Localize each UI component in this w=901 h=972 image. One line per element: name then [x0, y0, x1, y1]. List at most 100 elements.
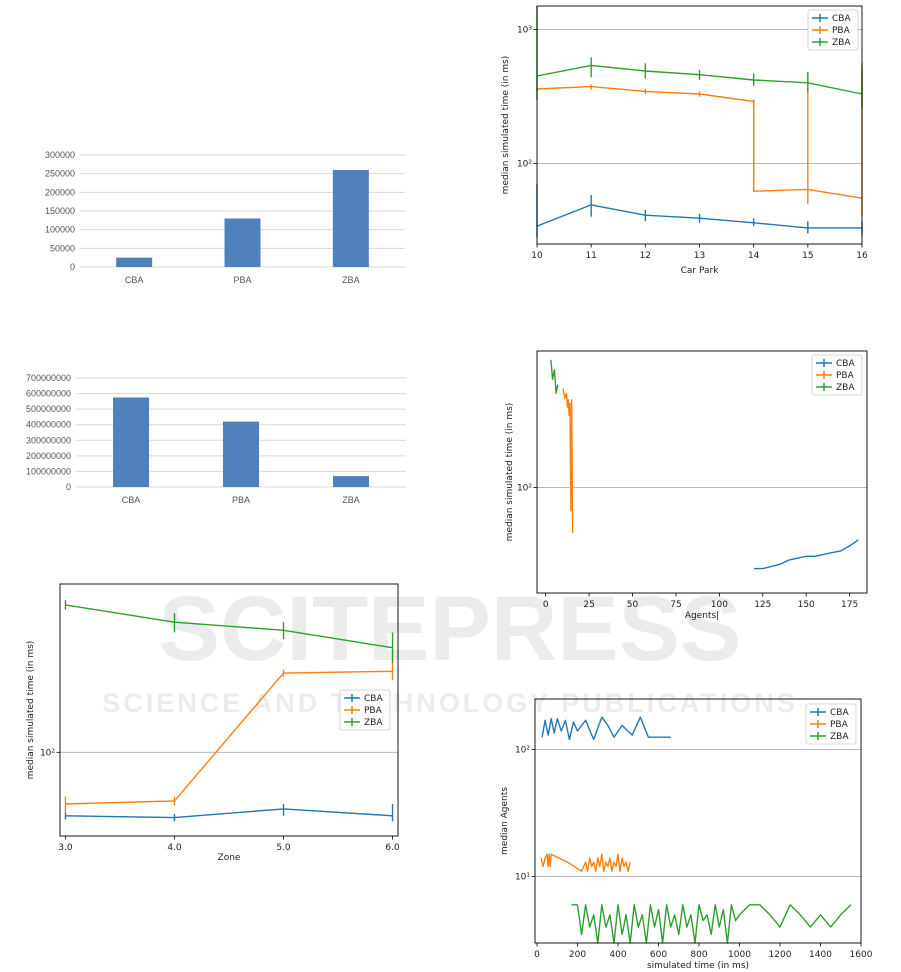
- y-tick-label: 10²: [515, 746, 530, 756]
- series-line-pba: [536, 85, 863, 199]
- x-tick-label: 5.0: [276, 843, 291, 853]
- x-tick-label: 1200: [769, 950, 792, 960]
- x-tick-label: 11: [585, 251, 596, 261]
- series-line-pba: [540, 853, 631, 872]
- x-tick-label: 800: [690, 950, 707, 960]
- y-tick-label: 0: [66, 482, 71, 492]
- y-tick-label: 100000: [45, 225, 75, 235]
- x-tick-label: 10: [531, 251, 543, 261]
- y-tick-label: 150000: [45, 206, 75, 216]
- line-chart-agents: 0 25 50 75 100 125 150 175 10² Agents| median simu…: [505, 350, 868, 621]
- y-tick-label: 50000: [50, 243, 75, 253]
- legend-label-pba: PBA: [832, 26, 851, 36]
- line-chart-car-park: 10 11 12 13 14 15 16 10² 10³ Car Park median simul…: [501, 5, 868, 276]
- y-axis-label: median simulated time (in ms): [501, 56, 511, 195]
- watermark-subtitle: SCIENCE AND TECHNOLOGY PUBLICATIONS: [102, 688, 798, 718]
- series-line-zba: [550, 359, 559, 394]
- x-axis-label: Zone: [218, 853, 241, 863]
- x-axis-label: simulated time (in ms): [647, 961, 749, 971]
- y-axis-label: median simulated time (in ms): [505, 403, 515, 542]
- y-tick-label: 10¹: [515, 873, 530, 883]
- x-tick-label: CBA: [125, 275, 144, 285]
- legend-label-zba: ZBA: [830, 732, 849, 742]
- x-tick-label: 25: [583, 600, 594, 610]
- bar-cba: [116, 257, 153, 267]
- series-line-cba: [754, 539, 859, 570]
- y-tick-label: 10²: [517, 483, 532, 493]
- bar-cba: [113, 397, 149, 487]
- y-tick-label: 200000: [45, 187, 75, 197]
- x-axis-label: Car Park: [681, 266, 720, 276]
- legend-label-cba: CBA: [832, 14, 851, 24]
- y-tick-label: 500000000: [26, 404, 71, 414]
- y-tick-label: 10³: [517, 26, 532, 36]
- bar-zba: [332, 169, 369, 267]
- y-tick-label: 200000000: [26, 451, 71, 461]
- plot-frame: [536, 350, 868, 594]
- x-tick-label: 6.0: [385, 843, 400, 853]
- legend-label-pba: PBA: [830, 720, 849, 730]
- x-tick-label: PBA: [233, 275, 251, 285]
- y-tick-label: 700000000: [26, 373, 71, 383]
- x-tick-label: 12: [640, 251, 651, 261]
- series-line-cba: [65, 808, 393, 819]
- y-tick-label: 600000000: [26, 389, 71, 399]
- x-tick-label: 150: [798, 600, 815, 610]
- x-tick-label: 1000: [728, 950, 751, 960]
- plot-frame: [534, 698, 862, 944]
- x-tick-label: 14: [748, 251, 760, 261]
- x-tick-label: 75: [670, 600, 681, 610]
- x-tick-label: PBA: [232, 495, 250, 505]
- x-tick-label: 125: [754, 600, 771, 610]
- y-tick-label: 400000000: [26, 420, 71, 430]
- x-tick-label: 3.0: [58, 843, 73, 853]
- x-tick-label: 0: [543, 600, 549, 610]
- y-tick-label: 0: [70, 262, 75, 272]
- legend-label-zba: ZBA: [836, 383, 855, 393]
- line-chart-simulated-time: 0 200 400 600 800 1000 1200 1400 1600 10¹ 10² simul…: [500, 698, 873, 971]
- x-tick-label: 16: [856, 251, 868, 261]
- bar-chart-top: 0 50000 100000 150000 200000 250000 300000 CBA P…: [45, 150, 405, 285]
- y-tick-label: 300000: [45, 150, 75, 160]
- y-tick-label: 10²: [517, 159, 532, 169]
- x-tick-label: CBA: [122, 495, 141, 505]
- bar-pba: [224, 218, 261, 267]
- x-tick-label: ZBA: [342, 495, 360, 505]
- bar-chart-middle: 0 100000000 200000000 300000000 400000000 500…: [26, 373, 406, 505]
- x-tick-label: 4.0: [167, 843, 182, 853]
- series-line-zba: [65, 604, 393, 649]
- x-tick-label: 600: [650, 950, 667, 960]
- y-tick-label: 10²: [40, 748, 55, 758]
- x-tick-label: 50: [627, 600, 639, 610]
- legend-label-cba: CBA: [836, 359, 855, 369]
- x-tick-label: 15: [802, 251, 813, 261]
- plot-frame: [59, 583, 399, 837]
- y-tick-label: 100000000: [26, 466, 71, 476]
- series-line-pba: [562, 388, 574, 533]
- x-tick-label: 1400: [809, 950, 832, 960]
- bar-zba: [333, 476, 369, 487]
- x-tick-label: 100: [711, 600, 728, 610]
- x-tick-label: 200: [569, 950, 586, 960]
- watermark: SCITEPRESS SCIENCE AND TECHNOLOGY PUBLIC…: [102, 578, 798, 718]
- x-tick-label: 0: [534, 950, 540, 960]
- legend-label-pba: PBA: [364, 706, 383, 716]
- legend-label-pba: PBA: [836, 371, 855, 381]
- x-axis-label: Agents|: [685, 611, 719, 621]
- x-tick-label: 175: [841, 600, 858, 610]
- legend-label-zba: ZBA: [364, 718, 383, 728]
- legend-label-zba: ZBA: [832, 38, 851, 48]
- y-tick-label: 250000: [45, 169, 75, 179]
- x-tick-label: 13: [694, 251, 705, 261]
- watermark-title: SCITEPRESS: [159, 578, 742, 680]
- x-tick-label: 1600: [850, 950, 873, 960]
- legend-label-cba: CBA: [830, 708, 849, 718]
- series-line-cba: [541, 716, 671, 741]
- series-line-pba: [65, 670, 393, 805]
- bar-pba: [223, 421, 259, 487]
- x-tick-label: ZBA: [342, 275, 360, 285]
- y-tick-label: 300000000: [26, 435, 71, 445]
- legend-label-cba: CBA: [364, 694, 383, 704]
- x-tick-label: 400: [609, 950, 626, 960]
